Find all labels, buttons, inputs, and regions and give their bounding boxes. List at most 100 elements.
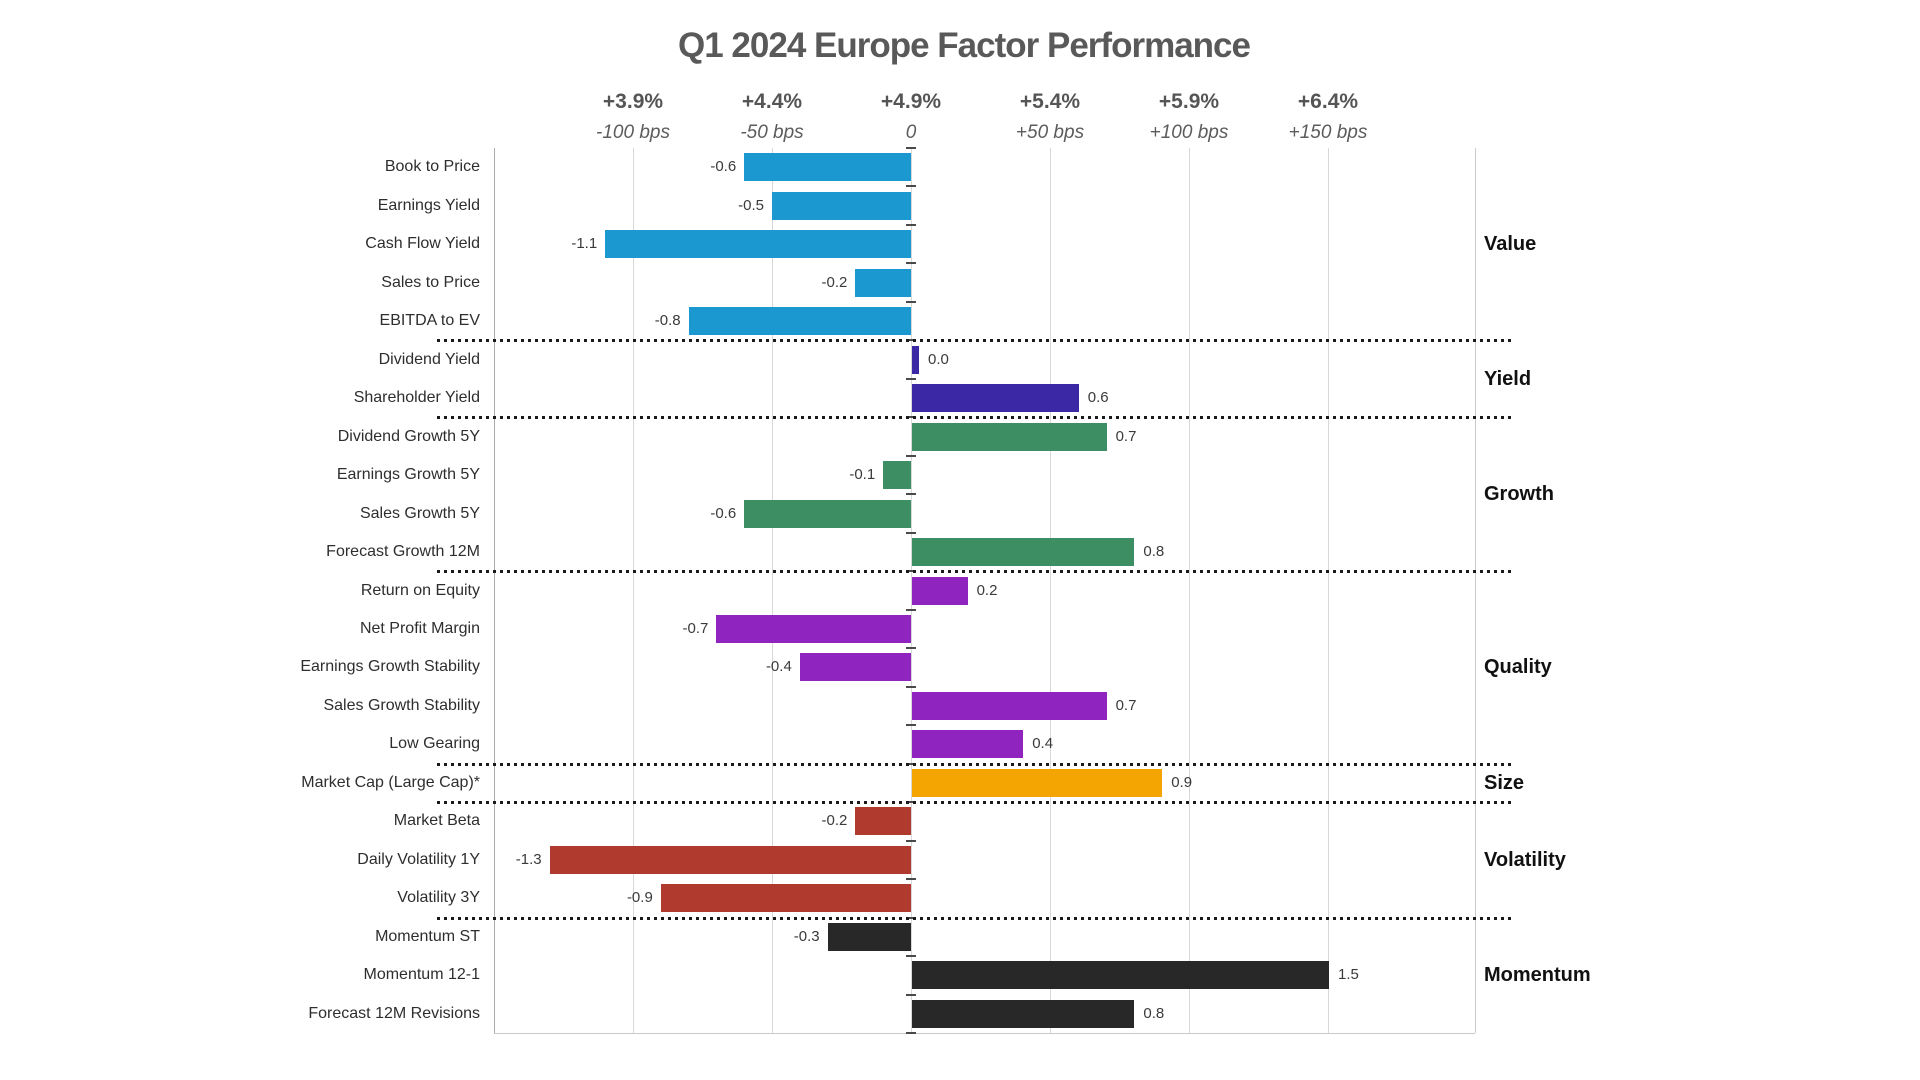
- factor-bar: [744, 499, 911, 528]
- value-label: 0.6: [1087, 389, 1109, 407]
- axis-percent-label: +4.4%: [741, 90, 803, 113]
- zero-axis-tick: [906, 685, 916, 688]
- axis-percent-label: +4.9%: [880, 90, 942, 113]
- zero-axis-tick: [906, 531, 916, 534]
- value-label: -0.6: [710, 158, 737, 176]
- factor-bar: [912, 576, 968, 605]
- factor-label: Net Profit Margin: [359, 619, 480, 637]
- factor-label: Book to Price: [384, 158, 480, 176]
- zero-axis-tick: [906, 377, 916, 380]
- value-label: -0.2: [821, 812, 848, 830]
- factor-bar: [549, 845, 911, 874]
- value-label: -0.1: [849, 466, 876, 484]
- factor-label: Sales to Price: [381, 273, 480, 291]
- zero-axis-tick: [906, 493, 916, 496]
- value-label: 0.4: [1032, 735, 1054, 753]
- gridline: [911, 148, 912, 1033]
- factor-bar: [688, 307, 911, 336]
- group-label: Volatility: [1484, 848, 1566, 871]
- factor-bar: [912, 961, 1329, 990]
- group-separator: [437, 916, 1511, 920]
- zero-axis-tick: [906, 647, 916, 650]
- chart-title: Q1 2024 Europe Factor Performance: [678, 26, 1251, 65]
- zero-axis-tick: [906, 185, 916, 188]
- axis-bps-label: +100 bps: [1149, 122, 1229, 143]
- value-label: 0.8: [1143, 543, 1165, 561]
- factor-label: Low Gearing: [389, 735, 480, 753]
- plot-right-border: [1475, 148, 1476, 1033]
- factor-bar: [912, 538, 1135, 567]
- axis-percent-label: +6.4%: [1297, 90, 1359, 113]
- group-label: Quality: [1484, 656, 1552, 679]
- factor-bar: [912, 384, 1079, 413]
- factor-label: EBITDA to EV: [379, 312, 480, 330]
- zero-axis-tick: [906, 262, 916, 265]
- factor-bar: [716, 614, 911, 643]
- factor-bar: [883, 461, 911, 490]
- plot-left-border: [494, 148, 495, 1033]
- group-separator: [437, 339, 1511, 343]
- factor-bar: [912, 768, 1163, 797]
- zero-axis-tick: [906, 839, 916, 842]
- factor-label: Cash Flow Yield: [365, 235, 480, 253]
- axis-percent-label: +5.4%: [1019, 90, 1081, 113]
- value-label: 0.2: [976, 581, 998, 599]
- factor-bar: [912, 345, 919, 374]
- zero-axis-tick: [906, 223, 916, 226]
- axis-bps-label: -50 bps: [740, 122, 804, 143]
- zero-axis-tick: [906, 454, 916, 457]
- group-separator: [437, 762, 1511, 766]
- factor-bar: [744, 153, 911, 182]
- group-separator: [437, 570, 1511, 574]
- value-label: 0.8: [1143, 1004, 1165, 1022]
- factor-label: Earnings Growth Stability: [300, 658, 480, 676]
- factor-label: Daily Volatility 1Y: [357, 850, 480, 868]
- value-label: 1.5: [1338, 966, 1359, 984]
- group-separator: [437, 416, 1511, 420]
- zero-axis-tick: [906, 300, 916, 303]
- axis-bps-label: 0: [905, 122, 917, 143]
- zero-axis-tick: [906, 147, 916, 149]
- zero-axis-tick: [906, 724, 916, 727]
- axis-bps-label: +150 bps: [1288, 122, 1368, 143]
- factor-label: Market Beta: [393, 812, 480, 830]
- factor-bar: [827, 922, 911, 951]
- factor-bar: [912, 999, 1135, 1028]
- value-label: 0.9: [1171, 773, 1193, 791]
- zero-axis-tick: [906, 608, 916, 611]
- group-label: Value: [1484, 233, 1537, 256]
- factor-bar: [799, 653, 911, 682]
- factor-bar: [855, 268, 911, 297]
- factor-bar: [855, 807, 911, 836]
- factor-bar: [912, 730, 1024, 759]
- value-label: -1.3: [515, 850, 542, 868]
- plot-bottom-border: [494, 1033, 1475, 1034]
- value-label: -0.2: [821, 273, 848, 291]
- value-label: 0.7: [1115, 696, 1137, 714]
- factor-bar: [912, 422, 1107, 451]
- factor-bar: [605, 230, 911, 259]
- factor-label: Shareholder Yield: [353, 389, 480, 407]
- factor-label: Earnings Yield: [377, 196, 480, 214]
- factor-label: Return on Equity: [360, 581, 480, 599]
- group-label: Momentum: [1484, 964, 1591, 987]
- zero-axis-tick: [906, 878, 916, 881]
- group-separator: [437, 801, 1511, 805]
- factor-label: Sales Growth Stability: [323, 696, 480, 714]
- axis-percent-label: +3.9%: [602, 90, 664, 113]
- group-label: Size: [1484, 771, 1525, 794]
- factor-bar: [912, 691, 1107, 720]
- zero-axis-tick: [906, 993, 916, 996]
- factor-bar: [660, 884, 911, 913]
- factor-label: Sales Growth 5Y: [359, 504, 480, 522]
- group-label: Yield: [1484, 367, 1532, 390]
- gridline: [772, 148, 773, 1033]
- gridline: [1189, 148, 1190, 1033]
- gridline: [1050, 148, 1051, 1033]
- value-label: -0.5: [738, 196, 764, 214]
- value-label: 0.7: [1115, 427, 1137, 445]
- axis-percent-label: +5.9%: [1158, 90, 1220, 113]
- value-label: -0.9: [626, 889, 653, 907]
- value-label: -0.4: [765, 658, 792, 676]
